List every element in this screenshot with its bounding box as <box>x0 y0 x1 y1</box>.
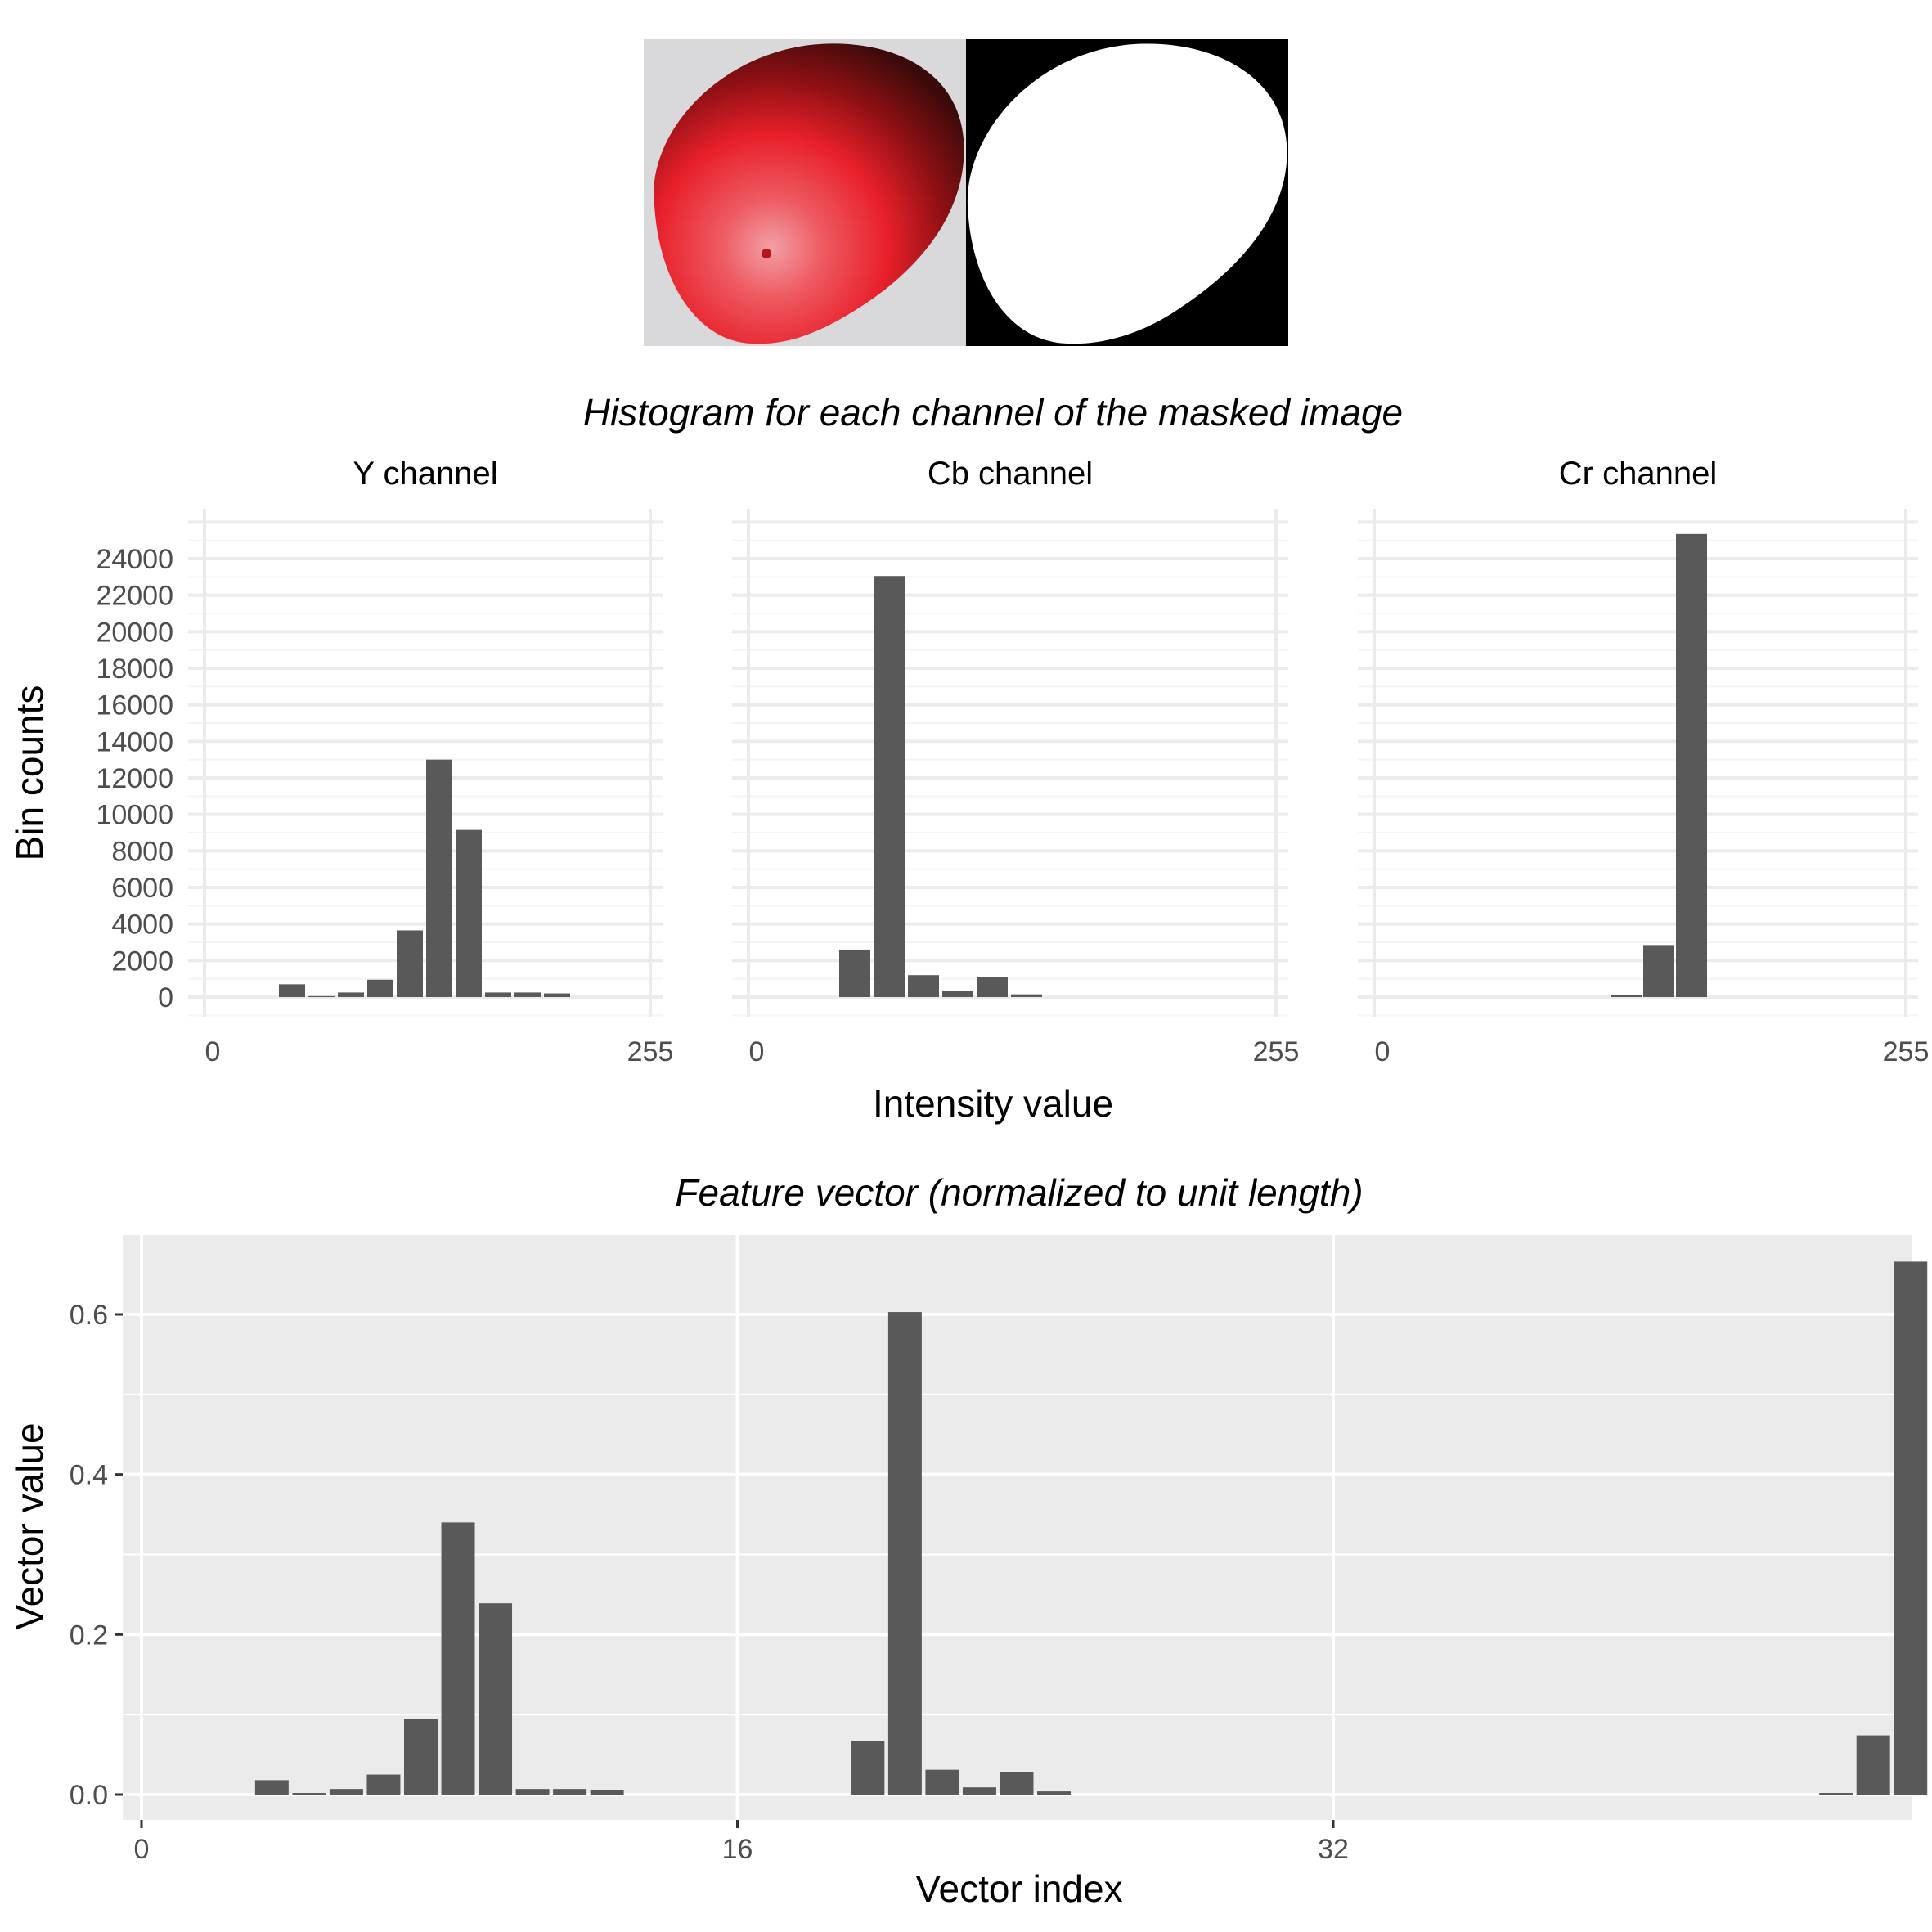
x-tick-label: 0 <box>749 1036 765 1067</box>
bar <box>397 930 423 997</box>
bar <box>426 759 452 997</box>
bar <box>367 979 393 997</box>
feature-section-title: Feature vector (normalized to unit lengt… <box>675 1171 1363 1214</box>
bar <box>279 984 305 997</box>
bar <box>1894 1261 1928 1795</box>
bar <box>1819 1793 1853 1795</box>
y-tick-label: 14000 <box>96 726 173 757</box>
x-tick-label: 32 <box>1318 1834 1349 1865</box>
y-tick-label: 0.4 <box>70 1460 108 1491</box>
feature-vector-panel: 0.0 0.2 0.4 0.6 0 16 32 <box>70 1235 1928 1865</box>
bar <box>977 977 1008 997</box>
bar <box>515 1789 550 1795</box>
y-tick-label: 4000 <box>111 910 173 941</box>
bar <box>441 1522 475 1795</box>
bar <box>456 829 482 997</box>
y-tick-label: 8000 <box>111 836 173 867</box>
panel-title: Cb channel <box>928 456 1093 492</box>
y-tick-label: 22000 <box>96 581 173 612</box>
bar <box>590 1790 624 1795</box>
bar <box>942 991 973 997</box>
bar <box>1011 994 1042 997</box>
histogram-panel-1: Cb channel 0 255 <box>732 456 1299 1067</box>
masked-image <box>644 39 966 346</box>
bar <box>887 1312 922 1795</box>
y-tick-label: 2000 <box>111 946 173 977</box>
bar <box>925 1769 959 1795</box>
y-tick-label: 0 <box>158 982 173 1013</box>
feature-ylabel: Vector value <box>8 1422 51 1629</box>
x-tick-label: 255 <box>1883 1036 1930 1067</box>
y-tick-label: 6000 <box>111 873 173 904</box>
histogram-panel-0: Y channel 0 255 0 2000 4000 6000 8000 10000 12000… <box>96 456 673 1067</box>
bar <box>485 992 511 997</box>
bar <box>1643 945 1674 997</box>
histogram-xlabel: Intensity value <box>873 1082 1113 1125</box>
y-tick-label: 18000 <box>96 654 173 685</box>
bar <box>403 1719 438 1795</box>
bar <box>908 975 939 997</box>
bar <box>1037 1791 1072 1795</box>
bar <box>544 993 570 997</box>
bar <box>1676 533 1707 997</box>
x-tick-label: 0 <box>1375 1036 1391 1067</box>
bar <box>851 1741 885 1795</box>
x-tick-label: 255 <box>627 1036 674 1067</box>
y-tick-label: 10000 <box>96 800 173 831</box>
y-tick-label: 16000 <box>96 690 173 721</box>
bar <box>962 1787 996 1795</box>
bar <box>1856 1735 1890 1795</box>
x-tick-label: 16 <box>722 1834 753 1865</box>
bar <box>254 1780 289 1795</box>
mask-image <box>966 39 1288 346</box>
bar <box>1000 1772 1034 1795</box>
y-tick-label: 0.2 <box>70 1620 108 1651</box>
y-tick-label: 0.6 <box>70 1300 108 1331</box>
bar <box>308 995 335 997</box>
y-tick-label: 20000 <box>96 617 173 648</box>
charts-layer: Y channel 0 255 0 2000 4000 6000 8000 10000 12000… <box>70 456 1930 1865</box>
y-tick-label: 0.0 <box>70 1780 108 1811</box>
bar <box>329 1789 363 1795</box>
bar <box>1611 995 1642 997</box>
x-tick-label: 255 <box>1253 1036 1300 1067</box>
bar <box>553 1789 587 1795</box>
feature-xlabel: Vector index <box>915 1867 1122 1910</box>
histogram-ylabel: Bin counts <box>8 685 51 861</box>
bar <box>366 1774 401 1795</box>
bar <box>338 992 364 997</box>
bar <box>292 1793 326 1795</box>
bar <box>839 949 870 997</box>
bar <box>514 992 541 997</box>
bar <box>874 576 905 997</box>
bar <box>479 1603 513 1795</box>
histogram-section-title: Histogram for each channel of the masked… <box>583 391 1403 434</box>
x-tick-label: 0 <box>205 1036 221 1067</box>
y-tick-label: 24000 <box>96 544 173 575</box>
panel-title: Y channel <box>353 456 497 492</box>
x-tick-label: 0 <box>134 1834 150 1865</box>
histogram-panel-2: Cr channel 0 255 <box>1358 456 1929 1067</box>
plot-background <box>123 1235 1912 1820</box>
panel-title: Cr channel <box>1559 456 1717 492</box>
y-tick-label: 12000 <box>96 763 173 794</box>
